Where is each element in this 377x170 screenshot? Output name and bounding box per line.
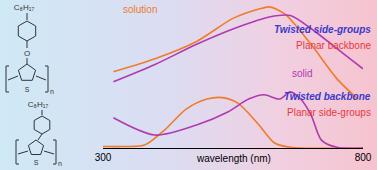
svg-text:Twisted side-groups: Twisted side-groups <box>274 24 371 35</box>
svg-text:solid: solid <box>292 68 313 79</box>
svg-text:C₈H₁₇: C₈H₁₇ <box>14 3 35 12</box>
svg-text:Planar backbone: Planar backbone <box>296 40 371 51</box>
svg-text:n: n <box>58 160 62 167</box>
svg-text:Planar side-groups: Planar side-groups <box>287 107 371 118</box>
svg-text:solution: solution <box>123 4 157 15</box>
svg-text:300: 300 <box>95 152 112 163</box>
svg-text:S: S <box>25 86 30 93</box>
svg-text:C₈H₁₇: C₈H₁₇ <box>28 100 49 109</box>
svg-text:n: n <box>50 88 54 95</box>
svg-text:800: 800 <box>355 152 372 163</box>
svg-text:wavelength (nm): wavelength (nm) <box>196 153 271 164</box>
svg-text:O: O <box>24 49 30 58</box>
svg-text:Twisted backbone: Twisted backbone <box>284 91 371 102</box>
svg-text:S: S <box>34 159 39 166</box>
